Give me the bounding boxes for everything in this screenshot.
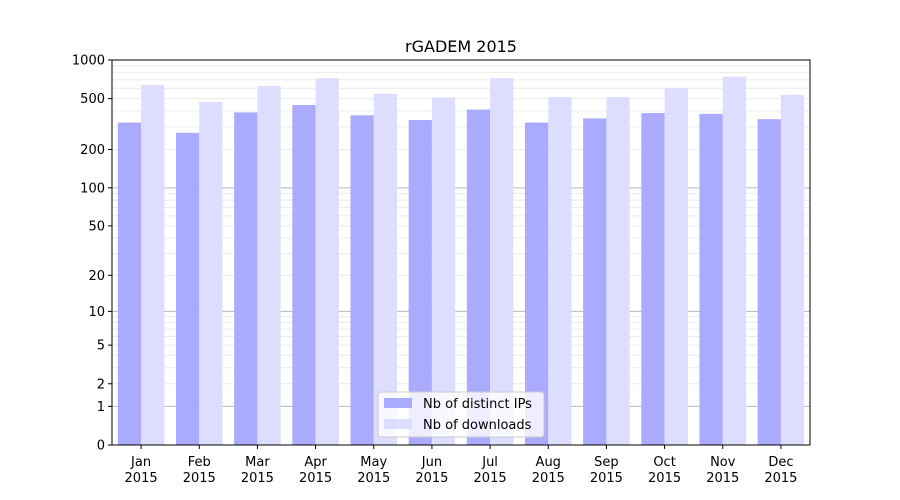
y-tick-label: 200 — [80, 143, 105, 158]
y-tick-label: 10 — [88, 305, 105, 320]
y-tick-label: 1 — [97, 400, 105, 415]
bar-downloads — [431, 97, 456, 445]
bar-distinct-ips — [466, 109, 491, 445]
bar-downloads — [315, 78, 339, 445]
bar-downloads — [257, 86, 281, 446]
legend: Nb of distinct IPs Nb of downloads — [377, 391, 545, 438]
bar-downloads — [141, 84, 165, 445]
bar-distinct-ips — [699, 113, 723, 445]
x-tick-label: Dec 2015 — [764, 455, 797, 486]
y-tick-label: 5 — [97, 339, 105, 354]
x-tick-label: Mar 2015 — [241, 455, 274, 486]
x-tick-label: Nov 2015 — [706, 455, 739, 486]
x-tick-label: Jul 2015 — [474, 455, 507, 486]
x-tick-label: Aug 2015 — [532, 455, 565, 486]
bar-downloads — [664, 88, 688, 445]
bar-distinct-ips — [234, 112, 258, 446]
plot-frame — [111, 59, 811, 446]
bars — [117, 76, 805, 446]
bar-downloads — [199, 102, 223, 445]
y-tick-label: 0 — [97, 439, 105, 454]
bar-distinct-ips — [524, 122, 549, 446]
bar-distinct-ips — [583, 118, 607, 446]
y-axis: 0 1 2 5 10 20 50 100 200 500 1000 — [72, 54, 112, 454]
bar-downloads — [606, 96, 630, 445]
x-tick-label: Feb 2015 — [183, 455, 216, 486]
bar-distinct-ips — [350, 115, 374, 445]
bar-downloads — [780, 94, 805, 445]
y-tick-label: 2 — [97, 377, 105, 392]
bar-distinct-ips — [117, 122, 142, 446]
bar-distinct-ips — [292, 105, 316, 446]
y-tick-label: 100 — [80, 181, 105, 196]
y-tick-label: 20 — [88, 269, 105, 284]
y-tick-label: 50 — [88, 219, 105, 234]
x-tick-label: Oct 2015 — [648, 455, 681, 486]
chart-title: rGADEM 2015 — [405, 37, 517, 56]
bar-distinct-ips — [175, 132, 200, 445]
bar-distinct-ips — [757, 119, 781, 446]
x-tick-label: Jun 2015 — [415, 455, 448, 486]
x-tick-label: Sep 2015 — [590, 455, 623, 486]
y-tick-label: 500 — [80, 92, 105, 107]
legend-label-downloads: Nb of downloads — [423, 418, 532, 433]
bar-distinct-ips — [641, 113, 665, 445]
bar-distinct-ips — [408, 120, 432, 446]
bar-downloads — [490, 78, 514, 445]
legend-swatch-downloads — [384, 419, 412, 429]
legend-frame — [377, 391, 545, 438]
y-tick-label: 1000 — [72, 54, 105, 69]
bar-downloads — [722, 76, 747, 445]
legend-label-ips: Nb of distinct IPs — [423, 397, 532, 412]
x-tick-label: Apr 2015 — [299, 455, 332, 486]
x-tick-label: Jan 2015 — [125, 455, 158, 486]
x-tick-label: May 2015 — [357, 455, 390, 486]
legend-swatch-ips — [384, 398, 412, 408]
bar-downloads — [373, 93, 398, 445]
bar-downloads — [548, 96, 572, 445]
x-axis: Jan 2015 Feb 2015 Mar 2015 Apr 2015 May 2015 Jun 20… — [125, 445, 797, 486]
